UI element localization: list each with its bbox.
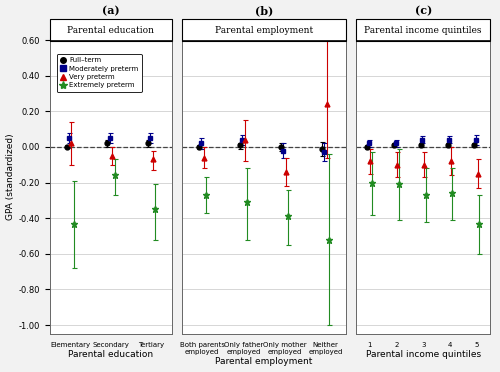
FancyBboxPatch shape <box>356 19 490 41</box>
Y-axis label: GPA (standardized): GPA (standardized) <box>6 133 15 220</box>
Title: (c): (c) <box>414 6 432 17</box>
FancyBboxPatch shape <box>182 19 346 41</box>
Legend: Full–term, Moderately preterm, Very preterm, Extremely preterm: Full–term, Moderately preterm, Very pret… <box>57 54 142 92</box>
FancyBboxPatch shape <box>50 19 172 41</box>
Title: (b): (b) <box>255 6 273 17</box>
Text: Parental education: Parental education <box>68 26 154 35</box>
X-axis label: Parental education: Parental education <box>68 350 154 359</box>
X-axis label: Parental income quintiles: Parental income quintiles <box>366 350 480 359</box>
Title: (a): (a) <box>102 6 120 17</box>
Text: Parental income quintiles: Parental income quintiles <box>364 26 482 35</box>
Text: Parental employment: Parental employment <box>215 26 313 35</box>
X-axis label: Parental employment: Parental employment <box>216 357 312 366</box>
